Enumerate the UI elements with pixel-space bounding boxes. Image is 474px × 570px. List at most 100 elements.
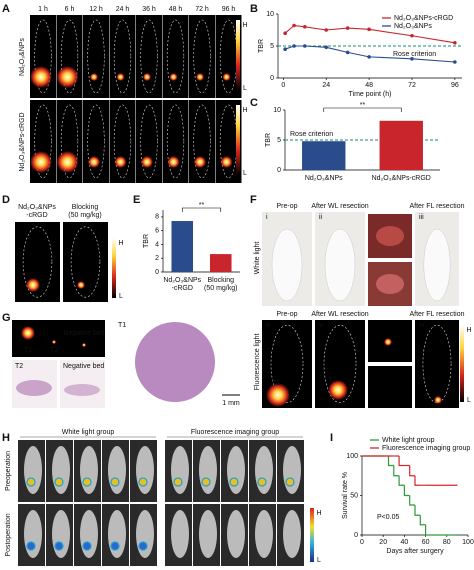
point	[453, 60, 457, 64]
signal	[21, 326, 35, 340]
bar	[379, 120, 423, 170]
column-label: After FL resection	[410, 203, 465, 210]
scale-label: H	[118, 240, 123, 247]
histology-label: T2	[15, 363, 23, 370]
column-label: Pre-op	[276, 311, 297, 318]
point	[345, 50, 350, 55]
mouse	[423, 228, 451, 302]
mouse	[324, 228, 356, 302]
mouse	[271, 228, 303, 302]
x-tick-label: 0	[281, 82, 285, 89]
image	[189, 100, 215, 183]
signal	[257, 477, 267, 487]
panel-label: I	[330, 432, 333, 444]
image	[109, 15, 136, 98]
tissue	[16, 380, 52, 396]
signal	[82, 541, 92, 551]
y-tick-label: 2	[155, 255, 159, 262]
row-label: Fluorescence light	[254, 334, 261, 391]
row-label: Nd₂O₃&NPs	[19, 38, 26, 76]
time-label: 24 h	[116, 6, 130, 13]
signal	[194, 156, 206, 168]
reference-label: Rose criterion	[290, 131, 333, 138]
survival-step	[409, 465, 415, 477]
significance: **	[360, 102, 366, 109]
image-label: Nd₂O₃&NPs	[18, 204, 56, 211]
survival-step	[409, 495, 415, 506]
outline	[166, 19, 185, 94]
numeral: vi	[419, 322, 425, 329]
x-tick-label: -cRGD	[172, 285, 193, 292]
time-label: 12 h	[89, 6, 103, 13]
signal	[229, 477, 239, 487]
point	[410, 33, 414, 38]
point	[367, 55, 371, 59]
signal	[54, 477, 64, 487]
mouse	[199, 446, 217, 494]
point	[410, 57, 414, 61]
signal	[56, 151, 79, 173]
mouse	[52, 446, 70, 494]
image-label: Blocking	[72, 204, 99, 211]
outline	[60, 104, 79, 179]
scale-label: L	[467, 397, 471, 404]
survival-step	[419, 515, 426, 526]
mouse	[171, 446, 189, 494]
survival-step	[414, 475, 421, 486]
panel-label: E	[133, 194, 140, 206]
outline	[140, 104, 158, 179]
reference-label: Rose criterion	[393, 51, 436, 58]
panel-label: D	[2, 194, 10, 206]
signal	[82, 343, 86, 347]
y-tick-label: 0	[155, 269, 159, 276]
x-tick-label: Nd₂O₃&NPs	[163, 277, 201, 284]
column-label: After WL resection	[311, 311, 368, 318]
y-tick-label: 10	[273, 107, 281, 114]
signal	[222, 73, 231, 81]
x-axis-label: Time point (h)	[349, 91, 392, 98]
image	[162, 100, 189, 183]
column-label: Pre-op	[276, 203, 297, 210]
scale-label: H	[242, 107, 247, 114]
signal	[26, 278, 40, 292]
image	[83, 15, 109, 98]
outline	[113, 19, 132, 94]
survival-step	[403, 485, 410, 497]
x-tick-label: Nd₂O₃&NPs-cRGD	[372, 175, 431, 182]
histology-label: Negative bed	[63, 363, 104, 370]
mouse	[80, 510, 98, 558]
survival-step	[398, 456, 405, 467]
significance-bracket	[323, 107, 402, 112]
mouse	[52, 510, 70, 558]
outline	[113, 104, 132, 179]
point	[453, 41, 457, 45]
scale-label: H	[242, 22, 247, 29]
image	[368, 366, 412, 408]
tissue	[135, 322, 215, 402]
scale-label: L	[119, 293, 123, 300]
row-label: Postoperation	[5, 513, 12, 556]
outline	[87, 19, 105, 94]
colorbar	[310, 508, 314, 562]
tumor-label: Negative bed	[63, 330, 104, 337]
scale-label: H	[316, 510, 321, 517]
x-tick-label: 40	[401, 539, 409, 546]
signal	[167, 156, 180, 168]
x-tick-label: 100	[462, 539, 474, 546]
signal	[169, 73, 178, 81]
significance-bracket	[181, 207, 222, 212]
tumor-label: T2	[50, 347, 58, 354]
signal	[138, 477, 148, 487]
mouse	[80, 446, 98, 494]
image-label: (50 mg/kg)	[68, 212, 101, 219]
image	[63, 222, 108, 302]
panel-label: B	[250, 3, 258, 15]
y-axis-label: TBR	[143, 234, 150, 248]
annotation: P<0.05	[377, 514, 399, 521]
image	[415, 320, 459, 408]
group-label: Fluorescence imaging group	[191, 429, 279, 436]
panel-label: C	[250, 97, 258, 109]
signal	[30, 151, 52, 173]
signal	[116, 73, 125, 81]
y-tick-label: 0	[277, 167, 281, 174]
